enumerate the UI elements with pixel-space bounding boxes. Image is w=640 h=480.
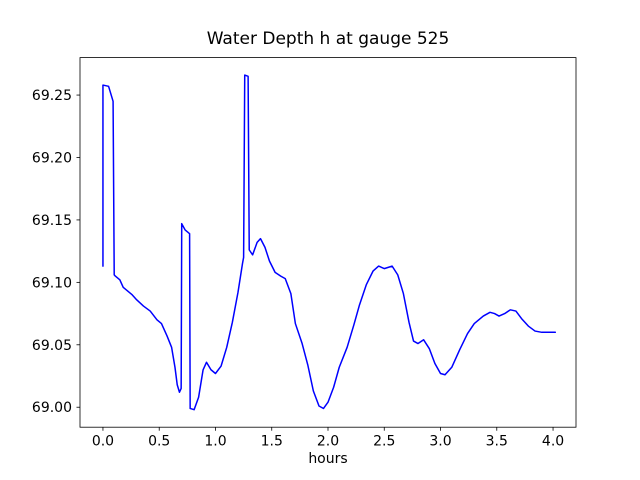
x-tick-label: 1.0 [204, 434, 226, 450]
y-tick-label: 69.10 [32, 275, 72, 291]
y-tick-label: 69.15 [32, 213, 72, 229]
chart-title: Water Depth h at gauge 525 [207, 29, 450, 49]
x-tick-label: 3.5 [486, 434, 508, 450]
x-tick-label: 3.0 [429, 434, 451, 450]
plot-area: 0.0 0.5 1.0 1.5 2.0 2.5 3.0 3.5 4.0 69.00 69.05 69.… [32, 57, 577, 450]
x-axis-label: hours [308, 451, 347, 467]
x-tick-label: 4.0 [542, 434, 564, 450]
y-tick-label: 69.20 [32, 150, 72, 166]
x-tick-label: 0.0 [92, 434, 114, 450]
x-tick-label: 2.5 [373, 434, 395, 450]
y-tick-label: 69.00 [32, 400, 72, 416]
y-tick-label: 69.05 [32, 338, 72, 354]
x-tick-label: 2.0 [317, 434, 339, 450]
x-tick-label: 1.5 [261, 434, 283, 450]
y-tick-label: 69.25 [32, 88, 72, 104]
x-tick-label: 0.5 [148, 434, 170, 450]
plot-spines [79, 57, 577, 428]
data-line [102, 74, 557, 411]
